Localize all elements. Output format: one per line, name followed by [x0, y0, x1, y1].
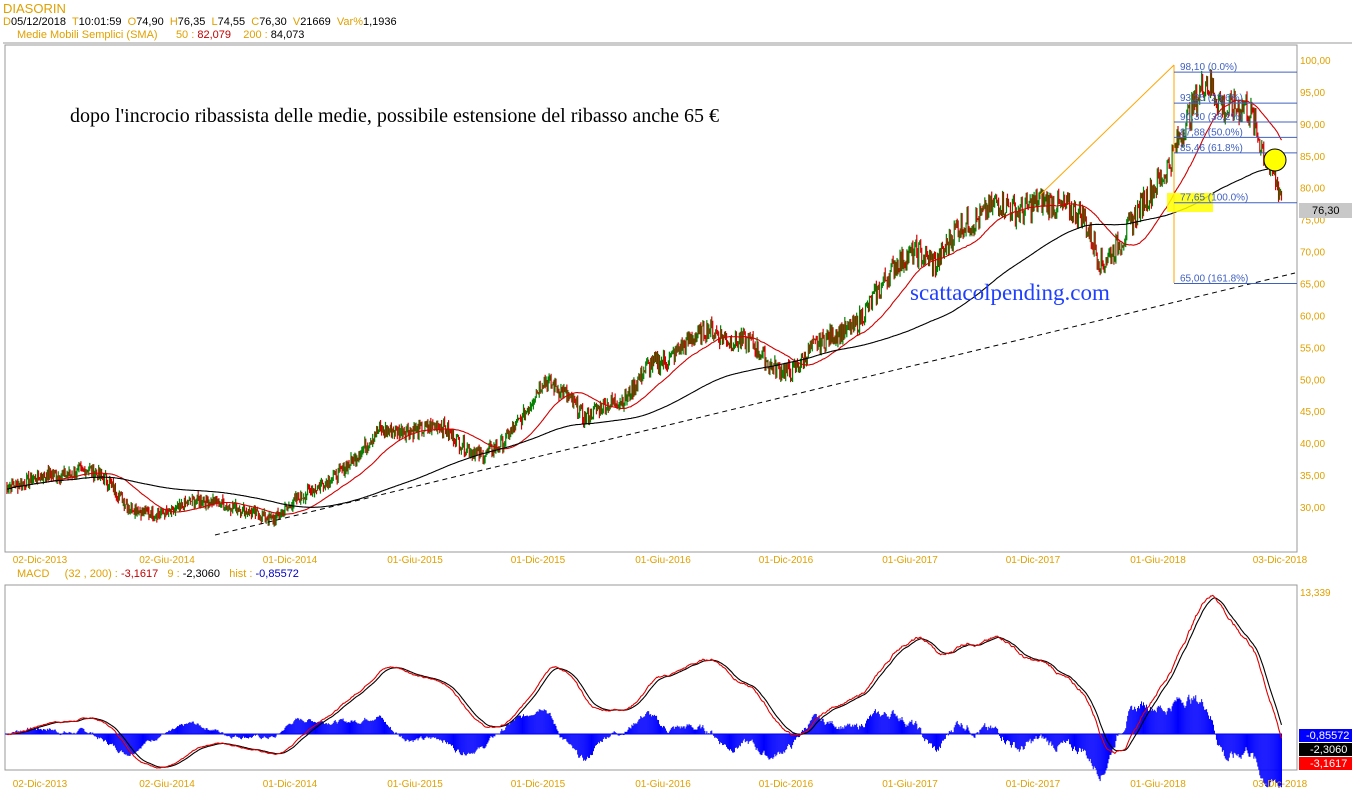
hist-value: -0,85572 — [255, 568, 299, 580]
open-value: 74,90 — [136, 16, 164, 28]
x-tick: 01-Giu-2017 — [882, 779, 938, 790]
l-label: L — [211, 16, 218, 28]
fib-level-label: 90,30 (38,2%) — [1180, 112, 1243, 123]
sma200-label: 200 : — [243, 29, 268, 41]
x-tick: 02-Giu-2014 — [139, 555, 195, 566]
t-label: T — [71, 16, 79, 28]
trendline — [214, 272, 1296, 536]
d-label: D — [3, 16, 11, 28]
high-value: 76,35 — [177, 16, 206, 28]
fib-level-label: 65,00 (161.8%) — [1180, 274, 1248, 285]
price-tick: 80,00 — [1300, 184, 1325, 195]
macd-line — [6, 594, 1283, 769]
price-tick: 90,00 — [1300, 120, 1325, 131]
macd-badge-label: -3,1617 — [1310, 758, 1347, 770]
x-tick: 01-Dic-2016 — [759, 555, 814, 566]
sma-readout: Medie Mobili Semplici (SMA) 50 : 82,079 … — [17, 29, 304, 41]
var-value: 1,1936 — [363, 16, 397, 28]
x-tick: 01-Giu-2018 — [1130, 779, 1186, 790]
price-tick: 100,00 — [1300, 56, 1331, 67]
price-tick: 40,00 — [1300, 439, 1325, 450]
signal-label: 9 : — [167, 568, 180, 580]
x-tick: 01-Giu-2015 — [387, 555, 443, 566]
c-label: C — [251, 16, 260, 28]
price-tick: 75,00 — [1300, 216, 1325, 227]
price-panel — [4, 44, 1298, 553]
price-tick: 65,00 — [1300, 280, 1325, 291]
x-tick: 01-Dic-2016 — [759, 779, 814, 790]
x-tick: 01-Dic-2015 — [511, 779, 566, 790]
hist-label: hist : — [229, 568, 253, 580]
watermark: scattacolpending.com — [910, 280, 1110, 305]
x-tick: 03-Dic-2018 — [1253, 555, 1308, 566]
signal-badge-label: -2,3060 — [1310, 744, 1347, 756]
signal-badge — [1299, 743, 1352, 756]
x-tick: 01-Giu-2016 — [635, 779, 691, 790]
date-value: 05/12/2018 — [10, 16, 67, 28]
h-label: H — [169, 16, 178, 28]
macd-value: -3,1617 — [120, 568, 159, 580]
x-tick: 01-Dic-2014 — [263, 779, 318, 790]
time-value: 10:01:59 — [78, 16, 122, 28]
crossover-marker — [1263, 148, 1287, 172]
fib-level-label: 85,46 (61.8%) — [1180, 143, 1243, 154]
price-tick: 60,00 — [1300, 311, 1325, 322]
fib-level-label: 93,25 (23,6%) — [1180, 93, 1243, 104]
x-tick: 03-Dic-2018 — [1253, 779, 1308, 790]
x-tick: 01-Dic-2017 — [1006, 555, 1061, 566]
volume-value: 21669 — [300, 16, 331, 28]
fib-level-label: 98,10 (0.0%) — [1180, 62, 1237, 73]
var-label: Var% — [336, 16, 363, 28]
sma200-value: 84,073 — [270, 29, 305, 41]
price-tick: 45,00 — [1300, 407, 1325, 418]
sma50-line — [6, 99, 1282, 515]
v-label: V — [292, 16, 301, 28]
macd-label: MACD — [17, 568, 50, 580]
sma-label: Medie Mobili Semplici (SMA) — [17, 29, 158, 41]
price-tick: 70,00 — [1300, 248, 1325, 259]
fib-level-label: 87,88 (50.0%) — [1180, 127, 1243, 138]
sma50-value: 82,079 — [197, 29, 232, 41]
x-tick: 01-Giu-2015 — [387, 779, 443, 790]
annotation-text: dopo l'incrocio ribassista delle medie, … — [70, 105, 719, 127]
fib-level-label: 77,65 (100.0%) — [1180, 193, 1248, 204]
last-price-label: 76,30 — [1312, 205, 1340, 217]
signal-value: -2,3060 — [182, 568, 221, 580]
price-tick: 30,00 — [1300, 503, 1325, 514]
hist-badge-label: -0,85572 — [1306, 730, 1349, 742]
symbol-title: DIASORIN — [3, 1, 66, 16]
last-price-badge — [1299, 203, 1352, 218]
x-tick: 01-Giu-2018 — [1130, 555, 1186, 566]
sma50-label: 50 : — [175, 29, 195, 41]
price-tick: 35,00 — [1300, 471, 1325, 482]
x-tick: 01-Giu-2017 — [882, 555, 938, 566]
price-tick: 55,00 — [1300, 343, 1325, 354]
sma200-line — [6, 166, 1282, 508]
hist-badge — [1299, 729, 1352, 742]
x-tick: 02-Giu-2014 — [139, 779, 195, 790]
x-tick: 01-Dic-2015 — [511, 555, 566, 566]
x-tick: 01-Dic-2017 — [1006, 779, 1061, 790]
macd-panel — [4, 584, 1298, 771]
ohlc-readout: D05/12/2018 T10:01:59 O74,90 H76,35 L74,… — [3, 16, 397, 28]
macd-badge — [1299, 757, 1352, 770]
macd-axis-top: 13,339 — [1300, 588, 1331, 599]
x-tick: 01-Dic-2014 — [263, 555, 318, 566]
low-value: 74,55 — [217, 16, 246, 28]
price-tick: 50,00 — [1300, 375, 1325, 386]
macd-readout: MACD (32 , 200) : -3,1617 9 : -2,3060 hi… — [17, 568, 299, 580]
close-value: 76,30 — [259, 16, 287, 28]
price-tick: 95,00 — [1300, 88, 1325, 99]
o-label: O — [127, 16, 137, 28]
x-tick: 02-Dic-2013 — [13, 779, 68, 790]
price-tick: 85,00 — [1300, 152, 1325, 163]
x-tick: 02-Dic-2013 — [13, 555, 68, 566]
fib-swing-line — [1039, 64, 1175, 196]
x-tick: 01-Giu-2016 — [635, 555, 691, 566]
macd-params: (32 , 200) : — [64, 568, 118, 580]
